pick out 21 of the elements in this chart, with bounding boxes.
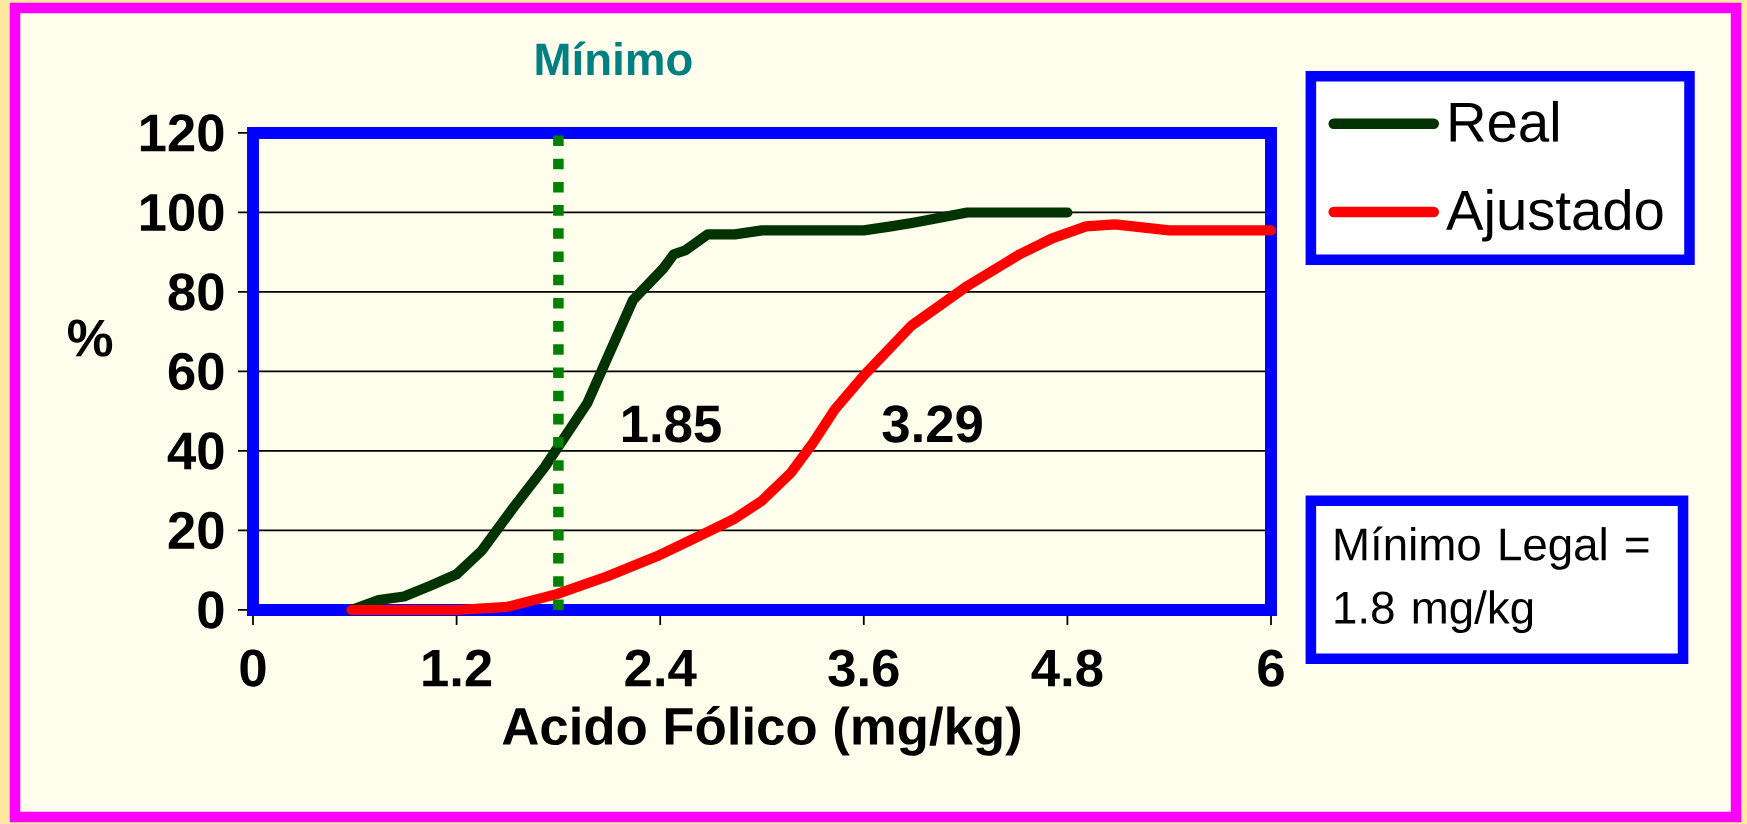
ref-line-label: Mínimo [536,41,692,76]
x-tick-label: 2.4 [625,649,697,687]
y-tick-label: 120 [140,114,224,152]
annotation: 3.29 [882,405,982,443]
y-tick-label: 80 [168,273,224,311]
x-tick-label: 4.8 [1031,649,1103,687]
x-tick-label: 6 [1258,649,1284,687]
x-axis-title: Acido Fólico (mg/kg) [502,705,1021,756]
y-tick-label: 100 [140,193,224,232]
legend-label: Ajustado [1446,189,1663,242]
text: Mínimo Legal = 1.8 mg/kg [1335,526,1649,633]
x-tick-label: 3.6 [828,649,899,687]
annotation: 1.85 [623,405,721,443]
x-tick-label: 0 [240,649,266,687]
y-axis-title: % [68,319,113,357]
y-tick-label: 60 [168,352,224,391]
y-tick-label: 40 [167,432,224,470]
y-tick-label: 20 [168,511,224,550]
y-tick-label: 0 [198,591,224,629]
x-tick-label: 1.2 [423,649,492,687]
legend-label: Real [1450,100,1558,143]
